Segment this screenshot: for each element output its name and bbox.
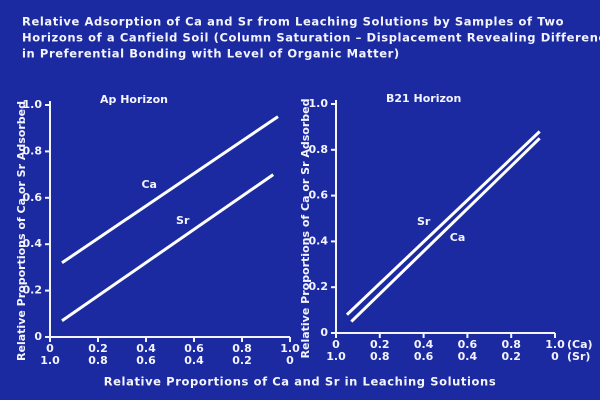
- series-line: [61, 173, 275, 322]
- x-tick-label: 0.8: [232, 342, 252, 355]
- y-tick-label: 0.2: [23, 284, 43, 297]
- series-label: Sr: [176, 214, 190, 227]
- x2-tick-label: 0.4: [458, 350, 478, 363]
- x-tick-label: 0.6: [458, 338, 478, 351]
- x-axis-label: Relative Proportions of Ca and Sr in Lea…: [104, 375, 497, 389]
- series-label: Ca: [141, 178, 157, 191]
- x2-tick-label: 0: [551, 350, 559, 363]
- x2-tick-label: 0.2: [232, 354, 252, 367]
- title-line: Relative Adsorption of Ca and Sr from Le…: [22, 15, 564, 29]
- series-label: Ca: [450, 231, 466, 244]
- title-line: Horizons of a Canfield Soil (Column Satu…: [22, 31, 600, 45]
- y-tick-label: 0.4: [309, 234, 329, 247]
- y-tick-label: 0.8: [23, 144, 43, 157]
- series-line: [350, 137, 541, 323]
- y-tick-label: 0.4: [23, 237, 43, 250]
- y-tick-label: 1.0: [23, 98, 43, 111]
- y-axis-label: Relative Proportions of Ca or Sr Adsorbe…: [299, 99, 312, 359]
- y-axis-label: Relative Proportions of Ca or Sr Adsorbe…: [15, 101, 28, 361]
- series-line: [61, 115, 279, 265]
- x-tick-label: 0: [46, 342, 54, 355]
- x-tick-label: 1.0: [280, 342, 300, 355]
- x2-tick-label: 0.6: [136, 354, 156, 367]
- x-tick-label: 0.8: [501, 338, 521, 351]
- title-line: in Preferential Bonding with Level of Or…: [22, 47, 400, 61]
- y-tick-label: 0.6: [309, 189, 329, 202]
- x-tick-label: 0.6: [184, 342, 204, 355]
- x-tick-label: 0.2: [88, 342, 108, 355]
- y-tick-label: 0.2: [309, 280, 329, 293]
- x2-tick-label: 0.4: [184, 354, 204, 367]
- x2-tick-label: 0.8: [88, 354, 108, 367]
- x2-tick-label: 1.0: [326, 350, 346, 363]
- y-tick-label: 0.8: [309, 143, 329, 156]
- y-tick-label: 0.6: [23, 191, 43, 204]
- x2-tick-label: 0.2: [501, 350, 521, 363]
- y-tick-label: 1.0: [309, 97, 329, 110]
- x-tick-label: 0: [332, 338, 340, 351]
- series-label: Sr: [417, 215, 431, 228]
- y-tick-label: 0: [320, 326, 328, 339]
- x-row-label: (Sr): [567, 350, 590, 363]
- x-tick-label: 0.4: [414, 338, 434, 351]
- x-tick-label: 1.0: [545, 338, 565, 351]
- x2-tick-label: 0.8: [370, 350, 390, 363]
- y-tick-label: 0: [34, 330, 42, 343]
- x2-tick-label: 0: [286, 354, 294, 367]
- x-tick-label: 0.4: [136, 342, 156, 355]
- panel-title: B21 Horizon: [386, 92, 461, 105]
- x-tick-label: 0.2: [370, 338, 390, 351]
- series-line: [345, 130, 541, 316]
- x2-tick-label: 1.0: [40, 354, 60, 367]
- x-row-label: (Ca): [567, 338, 593, 351]
- panel-title: Ap Horizon: [100, 93, 168, 106]
- x2-tick-label: 0.6: [414, 350, 434, 363]
